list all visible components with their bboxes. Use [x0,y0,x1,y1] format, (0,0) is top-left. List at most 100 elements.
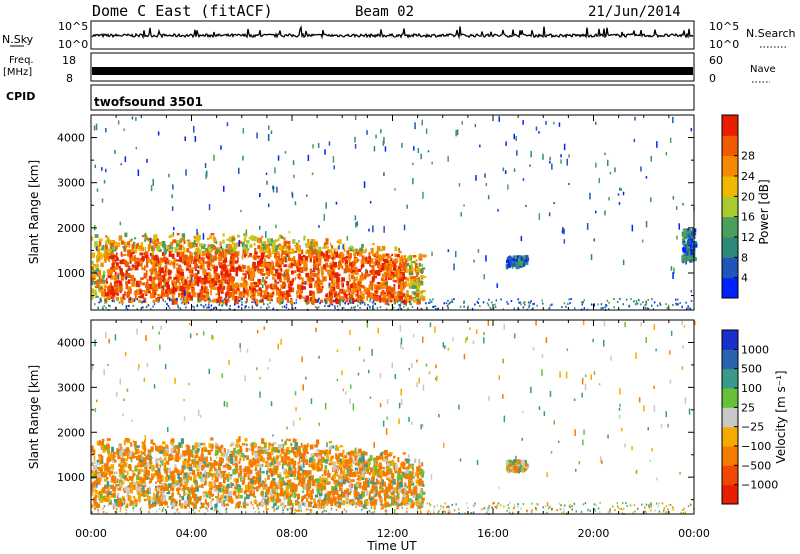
echo-cell [510,300,513,302]
echo-cell [158,248,162,252]
echo-cell [155,496,158,501]
echo-cell [414,472,419,477]
echo-cell [187,297,192,301]
echo-cell [321,479,326,483]
echo-cell [386,299,389,302]
echo-cell [218,256,221,260]
echo-cell [333,262,337,268]
echo-cell [353,268,358,275]
echo-cell [178,266,182,271]
echo-cell [307,476,310,482]
echo-cell [280,273,285,277]
echo-cell [120,240,125,245]
echo-cell [173,445,176,449]
echo-cell [672,196,675,200]
echo-cell [345,494,348,499]
echo-cell [286,249,290,255]
echo-cell [372,497,375,500]
echo-cell [382,451,387,454]
echo-cell [235,480,238,486]
echo-cell [176,267,179,273]
echo-cell [91,252,96,258]
echo-cell [350,462,353,468]
echo-cell [194,136,197,142]
echo-cell [358,465,363,469]
echo-cell [367,273,371,277]
echo-cell [358,497,360,502]
echo-cell [230,252,234,258]
echo-cell [129,257,132,264]
echo-cell [279,267,282,272]
echo-cell [181,299,185,303]
echo-cell [96,279,100,286]
echo-cell [237,474,240,478]
echo-cell [338,295,341,300]
echo-cell [136,486,140,492]
echo-cell [522,120,524,125]
echo-cell [404,470,408,475]
echo-cell [110,267,112,271]
echo-cell [195,449,199,454]
echo-cell [398,304,400,306]
echo-cell [350,295,354,299]
echo-cell [687,246,691,249]
echo-cell [341,288,344,293]
echo-cell [151,239,155,244]
echo-cell [117,453,121,460]
echo-cell [341,282,344,288]
echo-cell [260,252,265,258]
echo-cell [234,252,239,258]
echo-cell [672,272,674,279]
echo-cell [327,249,331,254]
echo-cell [124,156,127,162]
echo-cell [271,260,273,267]
echo-cell [102,444,107,450]
echo-cell [157,299,160,302]
echo-cell [306,194,308,197]
echo-cell [411,491,414,495]
echo-cell [339,471,343,477]
echo-cell [138,299,142,303]
echo-cell [422,289,426,293]
echo-cell [152,290,157,293]
echo-cell [200,285,203,290]
echo-cell [122,294,125,300]
echo-cell [188,496,192,501]
echo-cell [277,297,280,304]
echo-cell [165,281,169,288]
echo-cell [98,276,101,281]
colorbar-segment [722,257,738,279]
echo-cell [348,460,350,466]
echo-cell [280,448,285,454]
echo-cell [549,156,551,161]
echo-cell [206,473,210,478]
echo-cell [343,295,346,301]
echo-cell [159,276,162,282]
echo-cell [400,255,404,261]
echo-cell [113,266,116,270]
echo-cell [243,455,247,458]
echo-cell [113,459,117,463]
echo-cell [252,488,255,492]
echo-cell [191,459,195,463]
echo-cell [684,244,687,248]
echo-cell [482,301,485,304]
echo-cell [542,302,544,305]
echo-cell [350,267,353,273]
echo-cell [249,463,254,468]
echo-cell [551,163,553,170]
echo-cell [276,275,280,280]
echo-cell [275,281,277,286]
echo-cell [110,485,114,489]
echo-cell [463,305,465,308]
echo-cell [371,266,375,269]
echo-cell [348,488,351,492]
echo-cell [275,458,278,464]
echo-cell [350,306,353,309]
echo-cell [288,300,290,303]
echo-cell [318,452,323,457]
echo-cell [150,279,155,283]
echo-cell [148,245,152,249]
echo-cell [251,305,253,308]
echo-cell [145,270,148,277]
